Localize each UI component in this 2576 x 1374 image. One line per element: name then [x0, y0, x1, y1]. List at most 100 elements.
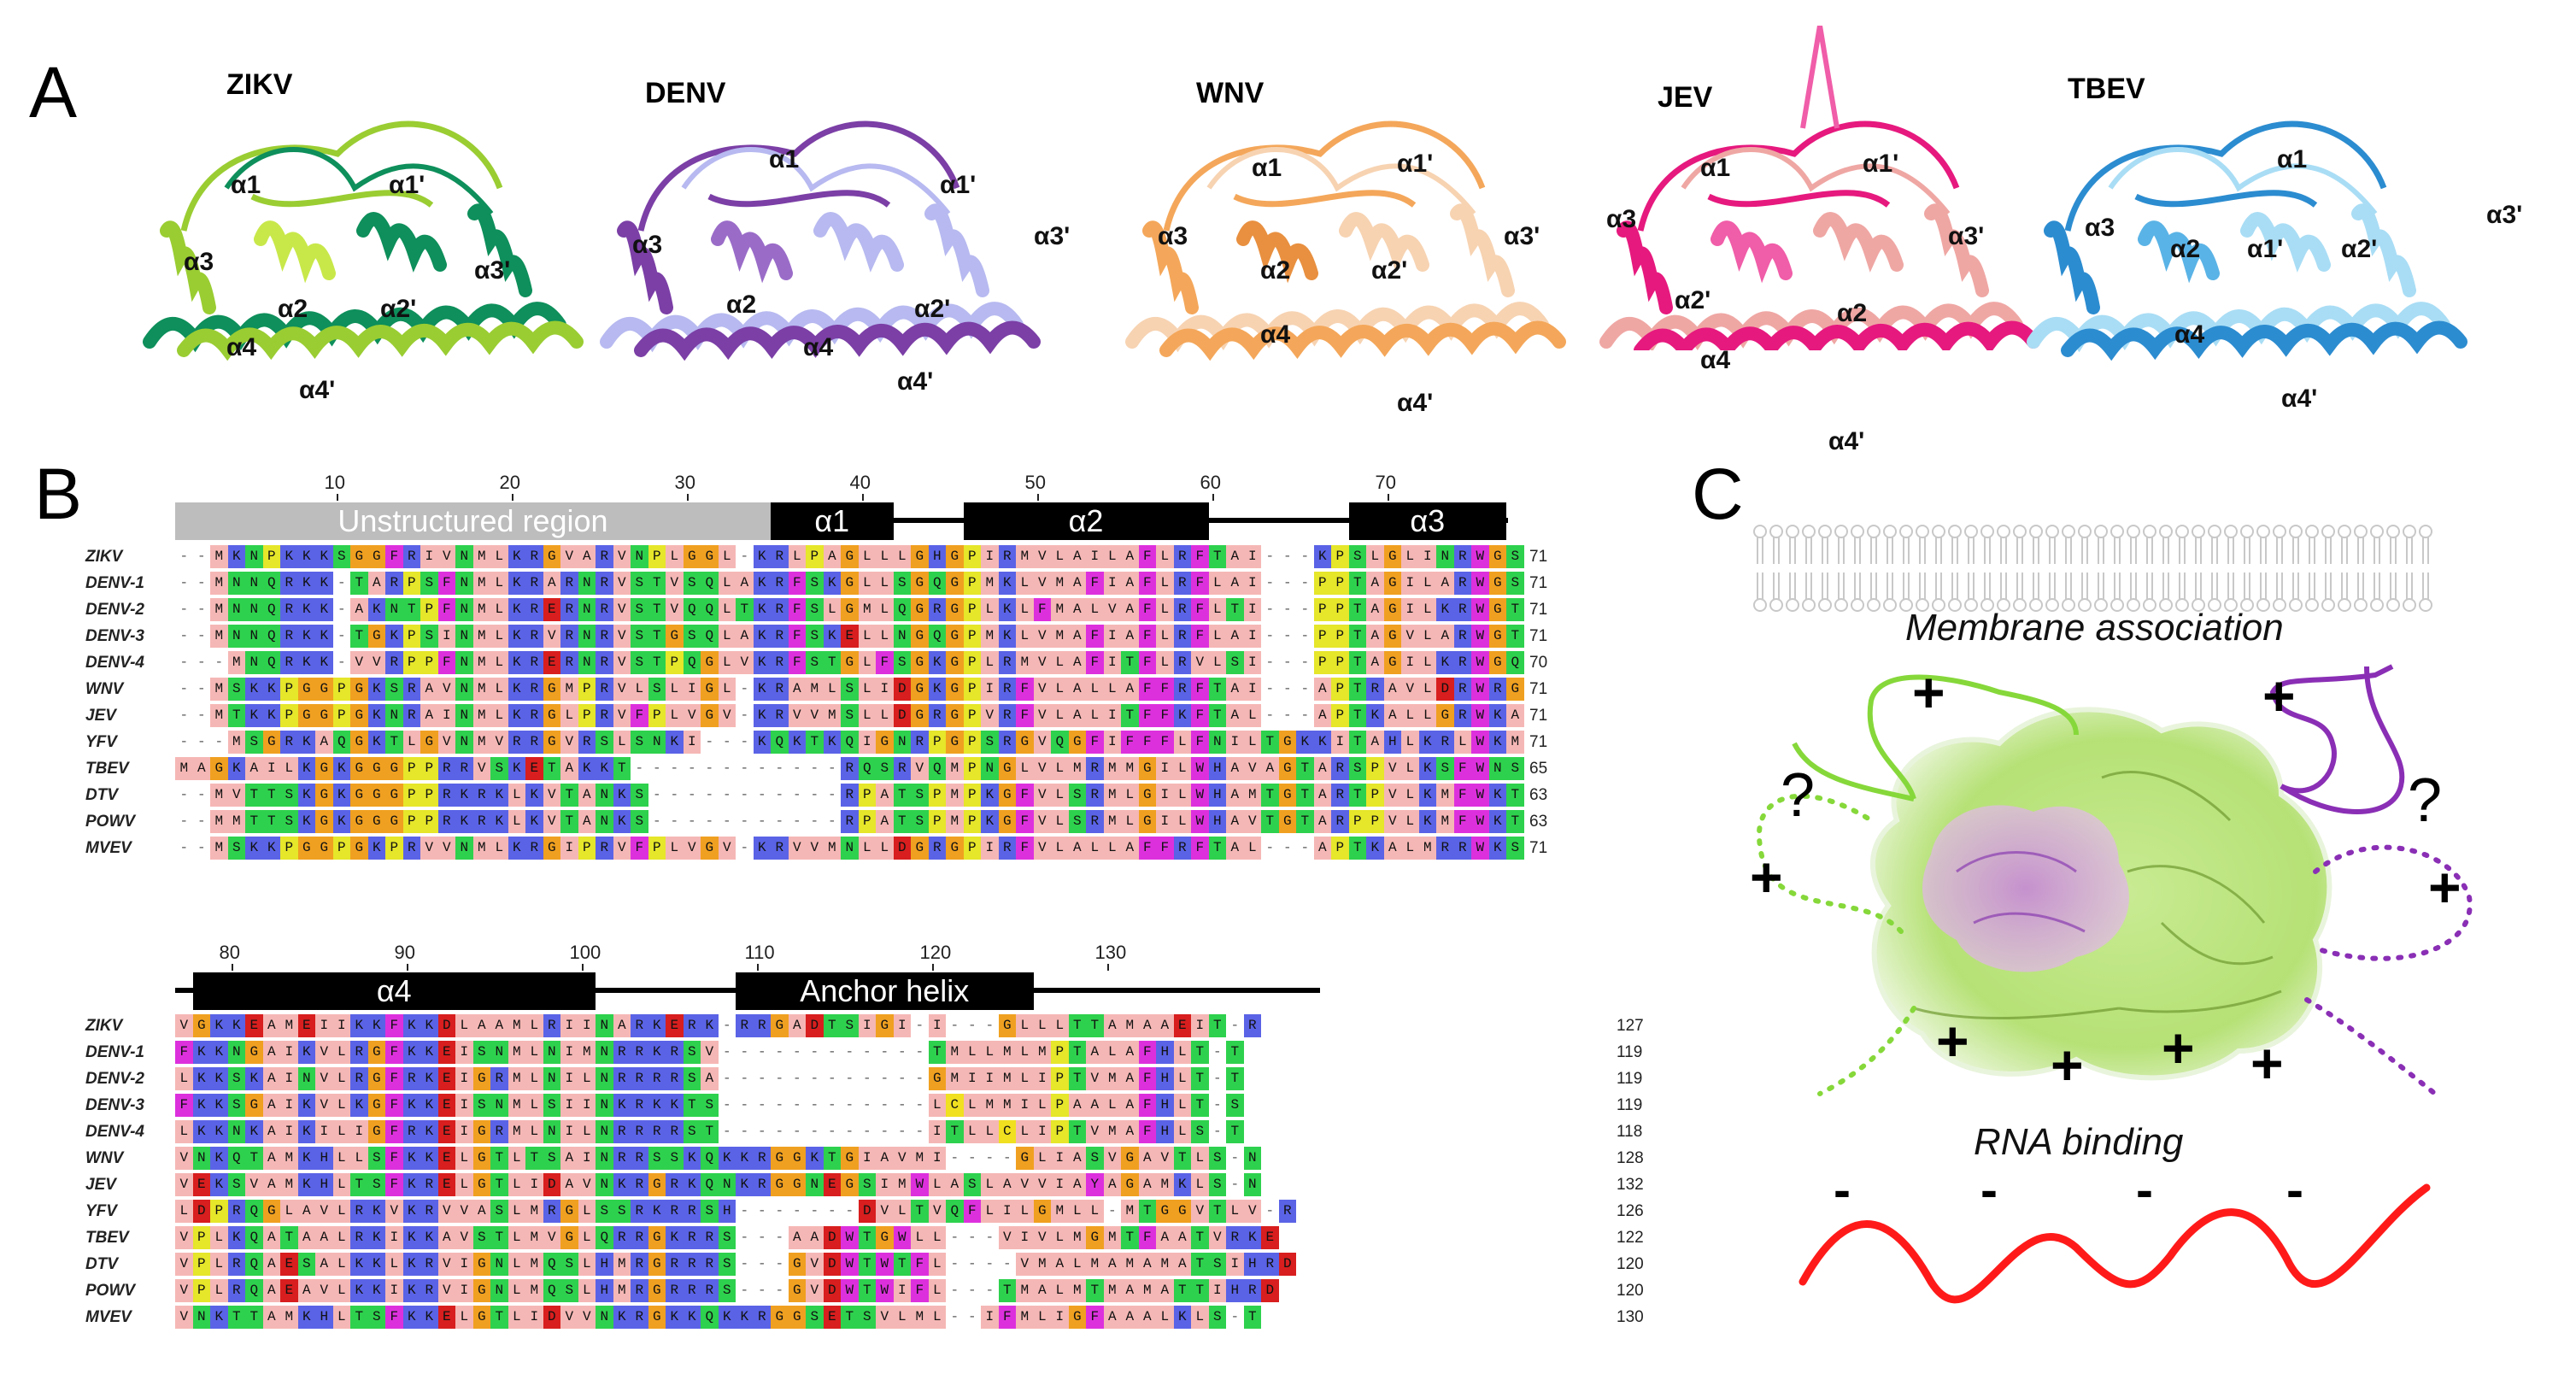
residue: L	[893, 1200, 911, 1223]
residue: -	[880, 1124, 889, 1139]
ruler-tick	[1212, 494, 1214, 501]
residue: F	[1016, 704, 1034, 727]
residue: K	[981, 784, 999, 807]
residue: R	[683, 1226, 701, 1249]
residue: -	[337, 575, 346, 590]
residue: T	[648, 572, 666, 595]
residue: G	[367, 1120, 385, 1143]
residue: M	[578, 1041, 596, 1064]
residue: W	[1471, 678, 1489, 701]
residue: L	[963, 1120, 981, 1143]
residue: A	[560, 1173, 578, 1196]
residue: M	[1051, 625, 1069, 648]
residue: -	[1300, 681, 1310, 696]
residue: L	[1068, 1200, 1086, 1223]
ruler-tick	[406, 964, 408, 971]
residue: L	[455, 1014, 473, 1037]
residue: L	[1051, 810, 1069, 833]
end-position: 71	[1529, 680, 1548, 698]
residue: A	[1436, 625, 1454, 648]
residue: G	[1383, 625, 1401, 648]
residue: L	[631, 678, 648, 701]
residue: -	[722, 1124, 731, 1139]
sequence-end-positions: 71 71 71 71 70 71 71 71 65 63 63 71	[1529, 543, 1547, 861]
residue: K	[1313, 545, 1331, 568]
residue: G	[350, 757, 368, 780]
residue: M	[998, 1094, 1016, 1117]
residue: M	[280, 1147, 298, 1170]
residue: -	[915, 1124, 924, 1139]
residue: R	[1453, 545, 1471, 568]
residue: F	[1138, 545, 1156, 568]
residue: R	[613, 1120, 631, 1143]
residue: I	[560, 1014, 578, 1037]
residue: S	[858, 1173, 876, 1196]
residue: N	[455, 545, 473, 568]
residue: K	[332, 757, 350, 780]
residue: R	[666, 1120, 684, 1143]
residue: N	[455, 598, 473, 621]
residue: I	[981, 837, 999, 860]
residue: A	[1033, 1279, 1051, 1302]
residue: -	[757, 1097, 766, 1113]
residue: V	[1243, 1200, 1261, 1223]
residue: -	[810, 760, 819, 776]
residue: T	[490, 1226, 508, 1249]
residue: N	[596, 1147, 613, 1170]
residue: -	[880, 1097, 889, 1113]
residue: M	[858, 598, 876, 621]
end-position: 132	[1617, 1176, 1644, 1194]
helix-label: α4'	[299, 376, 336, 404]
residue: M	[613, 1253, 631, 1276]
residue: A	[788, 1014, 806, 1037]
residue: R	[227, 1200, 245, 1223]
residue: G	[946, 651, 964, 674]
residue: G	[701, 545, 719, 568]
residue: I	[1331, 731, 1349, 754]
residue: R	[701, 1253, 719, 1276]
residue: Q	[701, 1147, 719, 1170]
residue: G	[1488, 545, 1506, 568]
residue: K	[420, 1094, 438, 1117]
residue: F	[1191, 572, 1209, 595]
helix-label: α3	[632, 231, 663, 259]
residue: L	[1051, 704, 1069, 727]
residue: -	[897, 1097, 907, 1113]
residue: -	[179, 602, 189, 617]
residue: M	[1121, 1200, 1139, 1223]
residue: L	[1016, 598, 1034, 621]
residue: R	[998, 651, 1016, 674]
residue: S	[1191, 1120, 1209, 1143]
residue: V	[472, 757, 490, 780]
residue: L	[1156, 651, 1174, 674]
residue: V	[437, 731, 455, 754]
residue: E	[437, 1067, 455, 1090]
residue: G	[472, 1067, 490, 1090]
residue: P	[928, 731, 946, 754]
residue: L	[718, 651, 736, 674]
residue: -	[967, 1018, 977, 1033]
residue: -	[915, 1044, 924, 1060]
residue: A	[1226, 837, 1244, 860]
residue: A	[1226, 545, 1244, 568]
residue: N	[455, 837, 473, 860]
residue: A	[420, 704, 438, 727]
residue: K	[192, 1067, 210, 1090]
residue: -	[1107, 1203, 1117, 1218]
residue: Q	[841, 731, 859, 754]
residue: P	[402, 757, 420, 780]
residue: K	[1488, 704, 1506, 727]
residue: A	[578, 784, 596, 807]
residue: G	[648, 1173, 666, 1196]
residue: I	[455, 1067, 473, 1090]
residue: A	[262, 1173, 280, 1196]
residue: R	[998, 545, 1016, 568]
residue: M	[210, 545, 228, 568]
residue: F	[1138, 598, 1156, 621]
residue: G	[262, 1200, 280, 1223]
residue: R	[385, 572, 403, 595]
residue: L	[1156, 598, 1174, 621]
residue: R	[771, 572, 789, 595]
charge-plus: +	[2051, 1033, 2084, 1096]
residue: V	[1016, 1173, 1034, 1196]
